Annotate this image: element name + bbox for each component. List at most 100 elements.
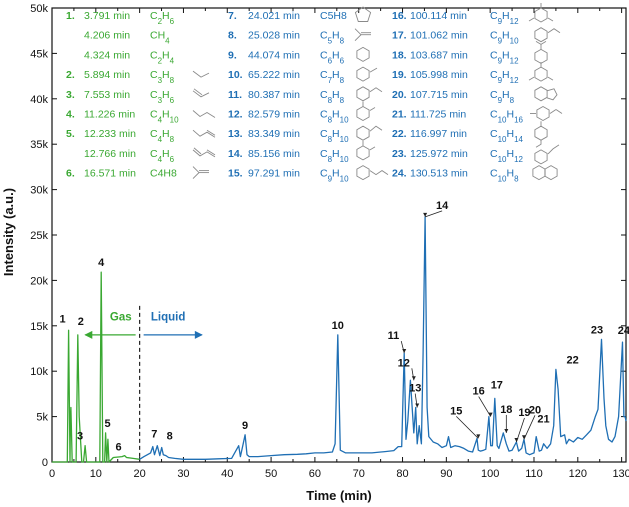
peak-label-1: 1 [59,313,65,325]
formula-part: C [320,109,328,121]
formula-part: C [150,10,158,22]
y-tick-label: 25k [30,230,48,242]
legend-retention-time: 80.387 min [248,89,300,101]
formula-part: C [320,168,328,180]
formula-part: C [490,128,498,140]
bond-shape [547,144,560,155]
x-tick-label: 20 [134,468,146,480]
formula-part: H [332,69,340,81]
legend-retention-time: 100.114 min [410,10,467,22]
legend-formula: C5H8 [320,10,347,22]
legend-number: 23. [392,148,407,160]
formula-part: H [502,69,510,81]
structure-icon-styrene [356,86,383,102]
bond-shape [528,76,535,81]
structure-icon-chain4d [192,129,216,138]
legend-retention-time: 130.513 min [410,168,468,180]
legend-number: 20. [392,89,407,101]
formula-part: C [490,109,498,121]
y-tick-label: 30k [30,185,48,197]
legend-retention-time: 16.571 min [84,168,136,180]
formula-part: 8 [340,95,345,104]
series-line-liquid [139,216,627,460]
formula-part: 5 [328,36,333,45]
formula-part: H [507,128,515,140]
formula-part: H [507,168,515,180]
bond-shape [354,28,362,42]
legend-formula: C10H16 [490,109,524,125]
formula-part: H [162,49,170,61]
legend-retention-time: 125.972 min [410,148,468,160]
legend-formula: C10H8 [490,168,519,184]
x-tick-label: 0 [49,468,55,480]
formula-part: 10 [340,115,349,124]
legend-formula: C8H10 [320,148,349,164]
y-axis: 0 5k 10k 15k 20k 25k 30k 35k 40k 45k 50k [30,3,626,469]
legend-retention-time: 103.687 min [410,49,468,61]
formula-part: 8 [328,115,333,124]
formula-part: 10 [510,36,519,45]
peak-label-23: 23 [591,324,603,336]
legend-formula: C4H6 [150,148,175,164]
legend-retention-time: 5.894 min [84,69,130,81]
bond-shape [193,88,203,96]
formula-part: C [490,49,498,61]
bond-shape [193,147,202,155]
formula-part: H [502,89,510,101]
peak-label-18: 18 [500,404,512,416]
legend-number: 16. [392,10,407,22]
formula-part: 14 [514,135,523,144]
legend-retention-time: 12.766 min [84,148,136,160]
gas-arrow-head [84,330,93,339]
peak-label-21: 21 [537,414,549,426]
structure-icon-butenyl [534,144,560,165]
bond-shape [369,146,376,151]
x-tick-label: 60 [309,468,321,480]
legend-formula: C8H8 [320,89,345,105]
formula-part: H [332,30,340,42]
peak-label-6: 6 [115,442,121,454]
ring-shape [356,145,370,161]
formula-part: 10 [498,135,507,144]
ring-shape [356,125,370,141]
formula-part: H [162,10,170,22]
legend-retention-time: 82.579 min [248,109,300,121]
bond-shape [369,87,383,93]
y-tick-label: 50k [30,3,48,15]
ring-shape [356,86,370,102]
formula-part: 4 [165,36,170,45]
y-tick-label: 5k [36,412,48,424]
legend-retention-time: 101.062 min [410,30,468,42]
series-group [52,216,627,463]
peak-label-14: 14 [436,200,449,212]
formula-part: C [320,49,328,61]
formula-part: C [150,128,158,140]
peak-leader-14 [424,210,443,218]
peak-label-8: 8 [167,430,173,442]
y-tick-label: 35k [30,139,48,151]
y-tick-label: 20k [30,275,48,287]
formula-part: 8 [328,95,333,104]
legend-number: 3. [66,89,75,101]
formula-part: C [320,128,328,140]
structure-icon-limonene [530,105,563,122]
x-axis-title: Time (min) [306,488,372,503]
formula-part: C [490,10,498,22]
legend-number: 18. [392,49,407,61]
formula-part: C4H8 [150,168,177,180]
y-tick-label: 45k [30,48,48,60]
formula-part: C [320,89,328,101]
structure-icon-styrene [534,27,561,43]
formula-part: C [490,30,498,42]
peak-label-9: 9 [242,420,248,432]
peak-leader-head-18 [504,428,509,433]
x-tick-label: 90 [440,468,452,480]
legend-formula: C9H12 [490,49,519,65]
formula-part: C [490,69,498,81]
ring-shape [356,105,370,122]
legend-retention-time: 24.021 min [248,10,300,22]
formula-part: H [332,168,340,180]
structure-icon-indene [534,86,558,102]
legend-formula: C2H6 [150,10,175,26]
